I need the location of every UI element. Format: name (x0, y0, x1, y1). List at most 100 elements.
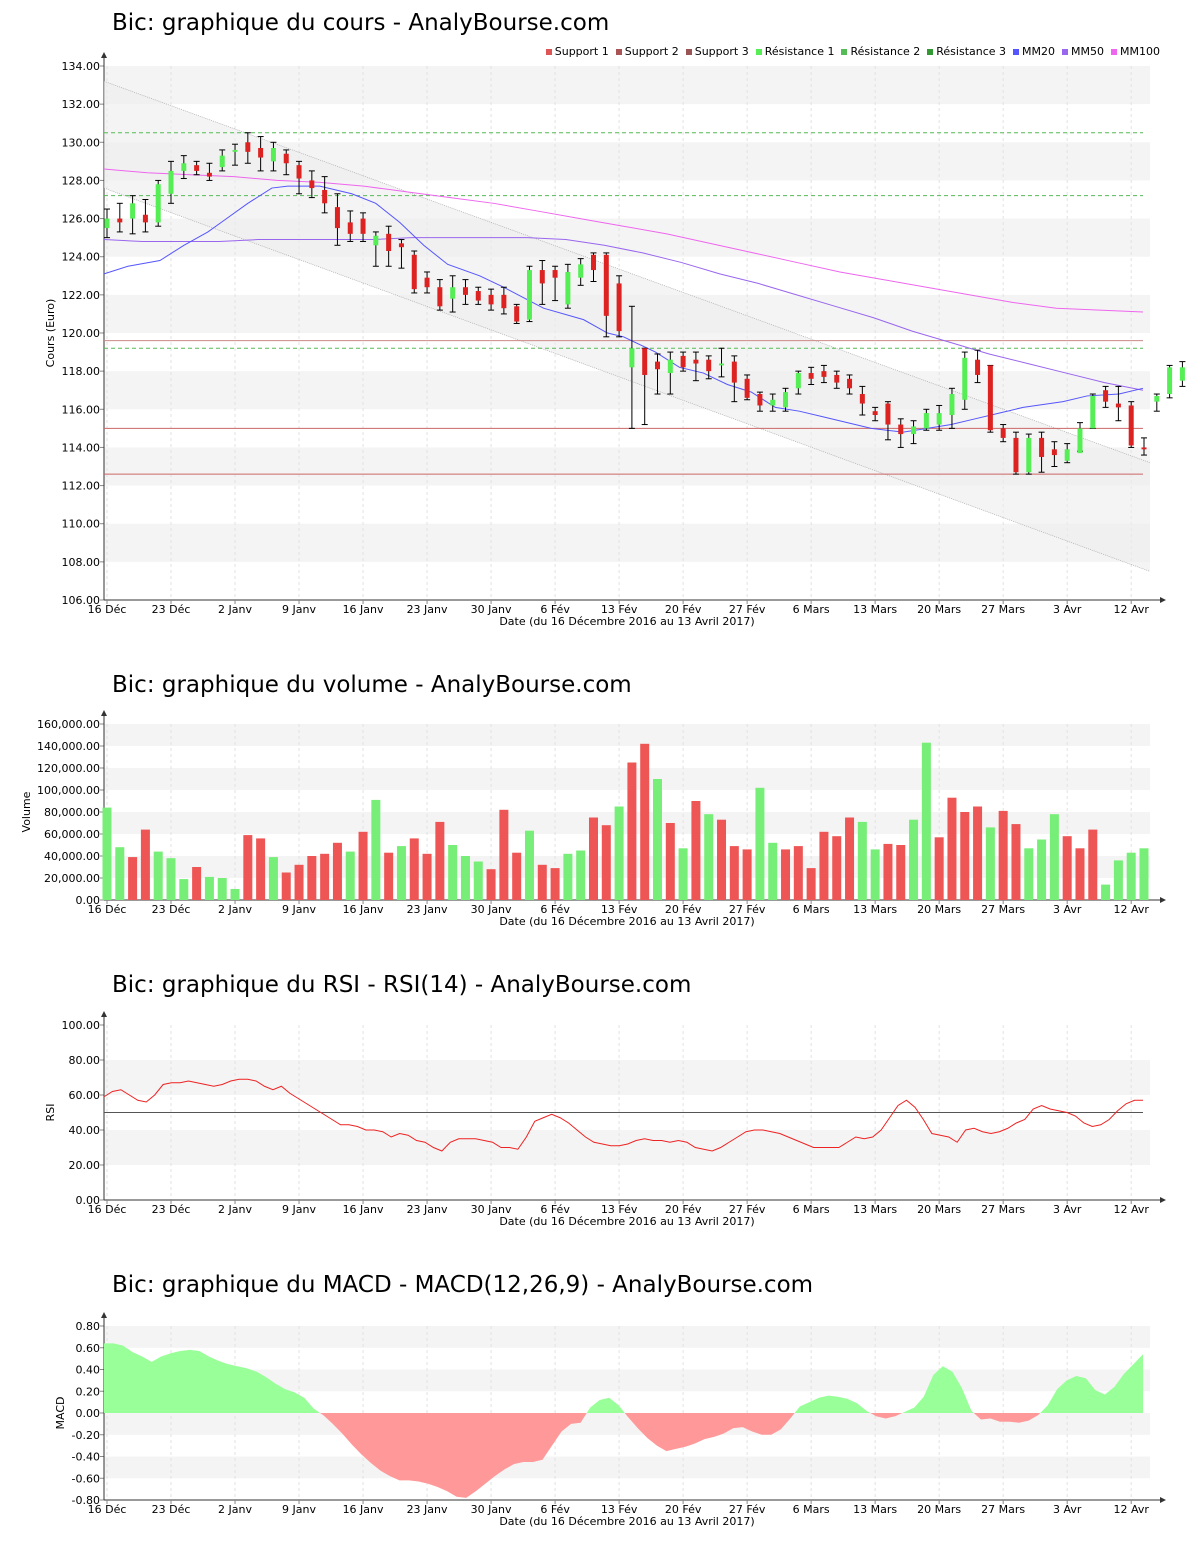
volume-bar (102, 807, 112, 900)
y-axis-arrow (101, 1011, 107, 1017)
grid-band (104, 812, 1150, 834)
candle-body (1179, 367, 1185, 381)
x-tick-label: 27 Mars (981, 1203, 1025, 1216)
y-tick-label: -0.20 (72, 1429, 100, 1442)
candle-body (680, 355, 686, 368)
volume-bar (537, 864, 547, 900)
grid-band (104, 1130, 1150, 1165)
candle-body (270, 148, 276, 162)
y-tick-label: 60.00 (69, 1089, 101, 1102)
volume-bar (499, 809, 509, 900)
legend-item: Résistance 1 (755, 45, 834, 58)
candle-body (1077, 428, 1083, 454)
mm20-line (103, 185, 1144, 433)
y-tick-label: 0.60 (76, 1342, 101, 1355)
candle-body (373, 235, 379, 246)
x-tick-label: 12 Avr (1113, 1503, 1149, 1516)
volume-bar (819, 831, 829, 900)
volume-bar (550, 868, 560, 900)
candle-body (168, 170, 174, 194)
x-tick-label: 9 Janv (282, 1203, 316, 1216)
candle-body (744, 378, 750, 398)
legend-swatch (685, 48, 692, 55)
volume-bar (358, 831, 368, 900)
y-tick-label: 120.00 (62, 327, 101, 340)
x-tick-label: 12 Avr (1113, 1203, 1149, 1216)
volume-bar (473, 861, 483, 900)
y-tick-label: 40,000.00 (44, 850, 100, 863)
volume-bar (588, 817, 598, 900)
candle-body (706, 359, 712, 372)
candle-body (1115, 403, 1121, 408)
candle-body (783, 392, 789, 408)
candle-body (245, 142, 251, 152)
x-tick-label: 30 Janv (471, 1203, 512, 1216)
y-tick-label: 0.00 (76, 894, 101, 907)
candle-body (501, 294, 507, 309)
legend-item: Support 3 (685, 45, 749, 58)
y-axis-label: Cours (Euro) (44, 299, 57, 368)
volume-bar (422, 853, 432, 900)
x-tick-label: 13 Fév (601, 1503, 638, 1516)
candle-body (1051, 449, 1057, 456)
volume-bar (998, 810, 1008, 900)
volume-bar (1126, 852, 1136, 900)
volume-bar (947, 797, 957, 900)
x-tick-label: 20 Fév (665, 603, 702, 616)
grid-band (104, 523, 1150, 562)
candle-body (1141, 447, 1147, 450)
legend-label: Support 1 (554, 45, 609, 58)
volume-bar (563, 853, 573, 900)
legend-item: Résistance 2 (841, 45, 920, 58)
volume-bar (857, 821, 867, 900)
legend-label: MM20 (1022, 45, 1056, 58)
macd-area (624, 1413, 795, 1452)
x-tick-label: 6 Mars (793, 1203, 830, 1216)
x-tick-label: 13 Fév (601, 1203, 638, 1216)
x-tick-label: 6 Fév (540, 603, 570, 616)
y-tick-label: 108.00 (62, 556, 101, 569)
volume-bar (192, 867, 202, 900)
x-axis-arrow (1160, 597, 1166, 603)
y-tick-label: -0.40 (72, 1451, 100, 1464)
macd-chart-title: Bic: graphique du MACD - MACD(12,26,9) -… (112, 1272, 814, 1298)
y-tick-label: 126.00 (62, 213, 101, 226)
volume-bar (934, 837, 944, 900)
grid-band (104, 768, 1150, 790)
x-tick-label: 16 Janv (343, 1203, 384, 1216)
rsi-chart-title: Bic: graphique du RSI - RSI(14) - AnalyB… (112, 972, 692, 998)
x-tick-label: 23 Janv (407, 903, 448, 916)
volume-bar (678, 848, 688, 900)
y-axis-label: RSI (44, 1104, 57, 1122)
x-tick-label: 20 Mars (917, 603, 961, 616)
x-axis-arrow (1160, 1497, 1166, 1503)
x-tick-label: 6 Mars (793, 1503, 830, 1516)
volume-bar (832, 836, 842, 900)
candle-body (1026, 437, 1032, 473)
x-tick-label: 13 Mars (853, 603, 897, 616)
candle-body (859, 394, 865, 404)
legend-swatch (1013, 48, 1020, 55)
x-tick-label: 23 Déc (152, 903, 191, 916)
candle-body (347, 222, 353, 234)
candle-body (258, 148, 264, 158)
rsi-chart-svg: 0.00 20.00 40.00 60.00 80.00 100.00 16 Déc 23 D… (44, 1011, 1166, 1228)
volume-bar (115, 847, 125, 900)
candle-body (117, 218, 123, 223)
candle-body (847, 378, 853, 389)
y-tick-label: 80,000.00 (44, 806, 100, 819)
candle-body (923, 413, 929, 429)
volume-bar (345, 851, 355, 900)
legend-swatch (927, 48, 934, 55)
macd-area (870, 1413, 903, 1419)
x-tick-label: 20 Mars (917, 1203, 961, 1216)
legend-label: Résistance 2 (850, 45, 921, 58)
candle-body (795, 373, 801, 389)
x-tick-label: 27 Mars (981, 603, 1025, 616)
volume-bar (332, 842, 342, 900)
candle-body (386, 233, 392, 251)
candle-body (194, 165, 200, 171)
volume-bar (460, 856, 470, 900)
candle-body (130, 203, 136, 219)
y-tick-label: 0.40 (76, 1364, 101, 1377)
